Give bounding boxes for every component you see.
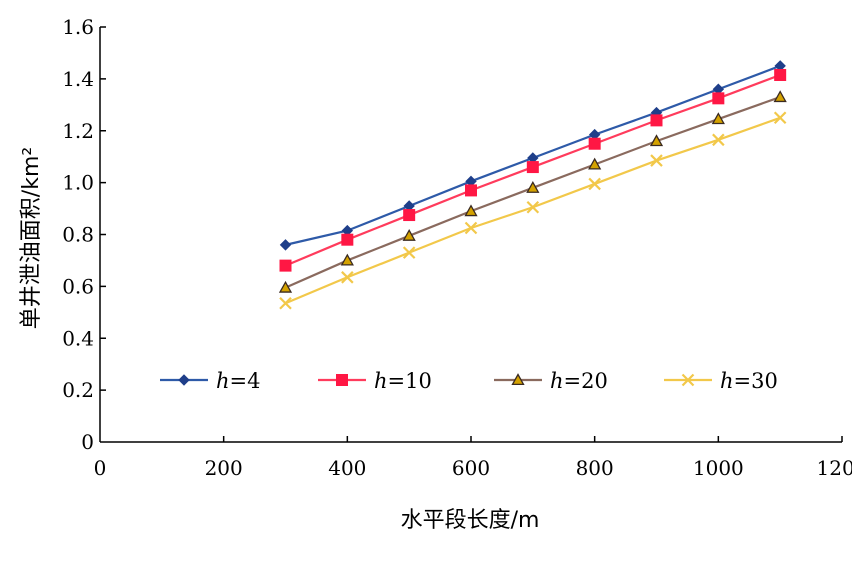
data-point bbox=[402, 228, 416, 241]
y-tick-label: 1.2 bbox=[62, 119, 94, 143]
legend-marker bbox=[681, 373, 695, 387]
x-tick-label: 400 bbox=[328, 456, 366, 480]
data-point bbox=[774, 68, 787, 81]
x-tick-label: 1200 bbox=[817, 456, 852, 480]
legend-label-rest: =10 bbox=[388, 369, 432, 393]
y-tick-label: 1.4 bbox=[62, 67, 94, 91]
x-tick-label: 0 bbox=[94, 456, 107, 480]
y-tick-label: 0.8 bbox=[62, 223, 94, 247]
data-point bbox=[278, 280, 293, 293]
legend-label-rest: =4 bbox=[230, 369, 261, 393]
legend-marker bbox=[178, 374, 190, 386]
data-point bbox=[403, 209, 416, 222]
y-tick-label: 1.6 bbox=[62, 15, 94, 39]
legend-label-italic: h bbox=[216, 369, 230, 393]
x-tick-label: 1000 bbox=[693, 456, 744, 480]
legend-label-italic: h bbox=[720, 369, 734, 393]
legend-label: h=10 bbox=[374, 369, 432, 393]
legend-label: h=20 bbox=[550, 369, 608, 393]
legend-marker bbox=[336, 374, 348, 386]
x-tick-label: 800 bbox=[576, 456, 614, 480]
x-tick-label: 200 bbox=[205, 456, 243, 480]
data-point bbox=[712, 133, 725, 147]
series-1 bbox=[279, 68, 787, 272]
data-point bbox=[526, 161, 539, 174]
data-point bbox=[588, 157, 602, 170]
data-point bbox=[712, 92, 725, 105]
y-tick-label: 1.0 bbox=[62, 171, 94, 195]
legend-marker bbox=[511, 373, 525, 386]
legend-label-rest: =20 bbox=[564, 369, 608, 393]
data-point bbox=[588, 137, 601, 150]
data-point bbox=[402, 246, 416, 259]
x-axis-title: 水平段长度/m bbox=[401, 508, 540, 533]
data-point bbox=[773, 111, 787, 125]
data-point bbox=[464, 221, 478, 235]
data-point bbox=[588, 177, 601, 191]
x-tick-label: 600 bbox=[452, 456, 490, 480]
data-point bbox=[279, 296, 292, 310]
legend-entry: h=10 bbox=[318, 369, 432, 393]
y-tick-label: 0 bbox=[81, 430, 94, 454]
data-point bbox=[649, 134, 664, 147]
data-point bbox=[279, 259, 292, 272]
legend: h=4 h=10 h=20 h=30 bbox=[160, 369, 778, 393]
data-point bbox=[464, 204, 478, 217]
legend-label: h=30 bbox=[720, 369, 778, 393]
data-point bbox=[711, 112, 725, 125]
legend-entry: h=4 bbox=[160, 369, 261, 393]
data-point bbox=[341, 271, 354, 284]
legend-label-italic: h bbox=[550, 369, 564, 393]
legend-label-rest: =30 bbox=[734, 369, 778, 393]
data-point bbox=[526, 200, 540, 214]
y-tick-label: 0.4 bbox=[62, 326, 94, 350]
data-point bbox=[279, 239, 292, 251]
data-point bbox=[465, 184, 477, 197]
series-2 bbox=[278, 90, 787, 293]
legend-label-italic: h bbox=[374, 369, 388, 393]
legend-entry: h=20 bbox=[494, 369, 608, 393]
data-point bbox=[340, 253, 354, 266]
data-point bbox=[773, 90, 787, 103]
series-line bbox=[285, 116, 781, 305]
legend-label: h=4 bbox=[216, 369, 261, 393]
series-3 bbox=[279, 111, 787, 310]
y-axis-title: 单井泄油面积/km² bbox=[19, 147, 44, 329]
data-point bbox=[341, 233, 354, 246]
axes: 0 0.2 0.4 0.6 0.8 1.0 1.2 1.4 1.6 0 200 400 600 800 10… bbox=[62, 15, 852, 480]
data-point bbox=[526, 180, 540, 193]
data-point bbox=[650, 114, 663, 127]
data-point bbox=[650, 154, 663, 167]
series-layer bbox=[278, 60, 787, 310]
y-tick-label: 0.2 bbox=[62, 378, 94, 402]
legend-entry: h=30 bbox=[664, 369, 778, 393]
y-tick-label: 0.6 bbox=[62, 274, 94, 298]
series-0 bbox=[279, 60, 786, 251]
